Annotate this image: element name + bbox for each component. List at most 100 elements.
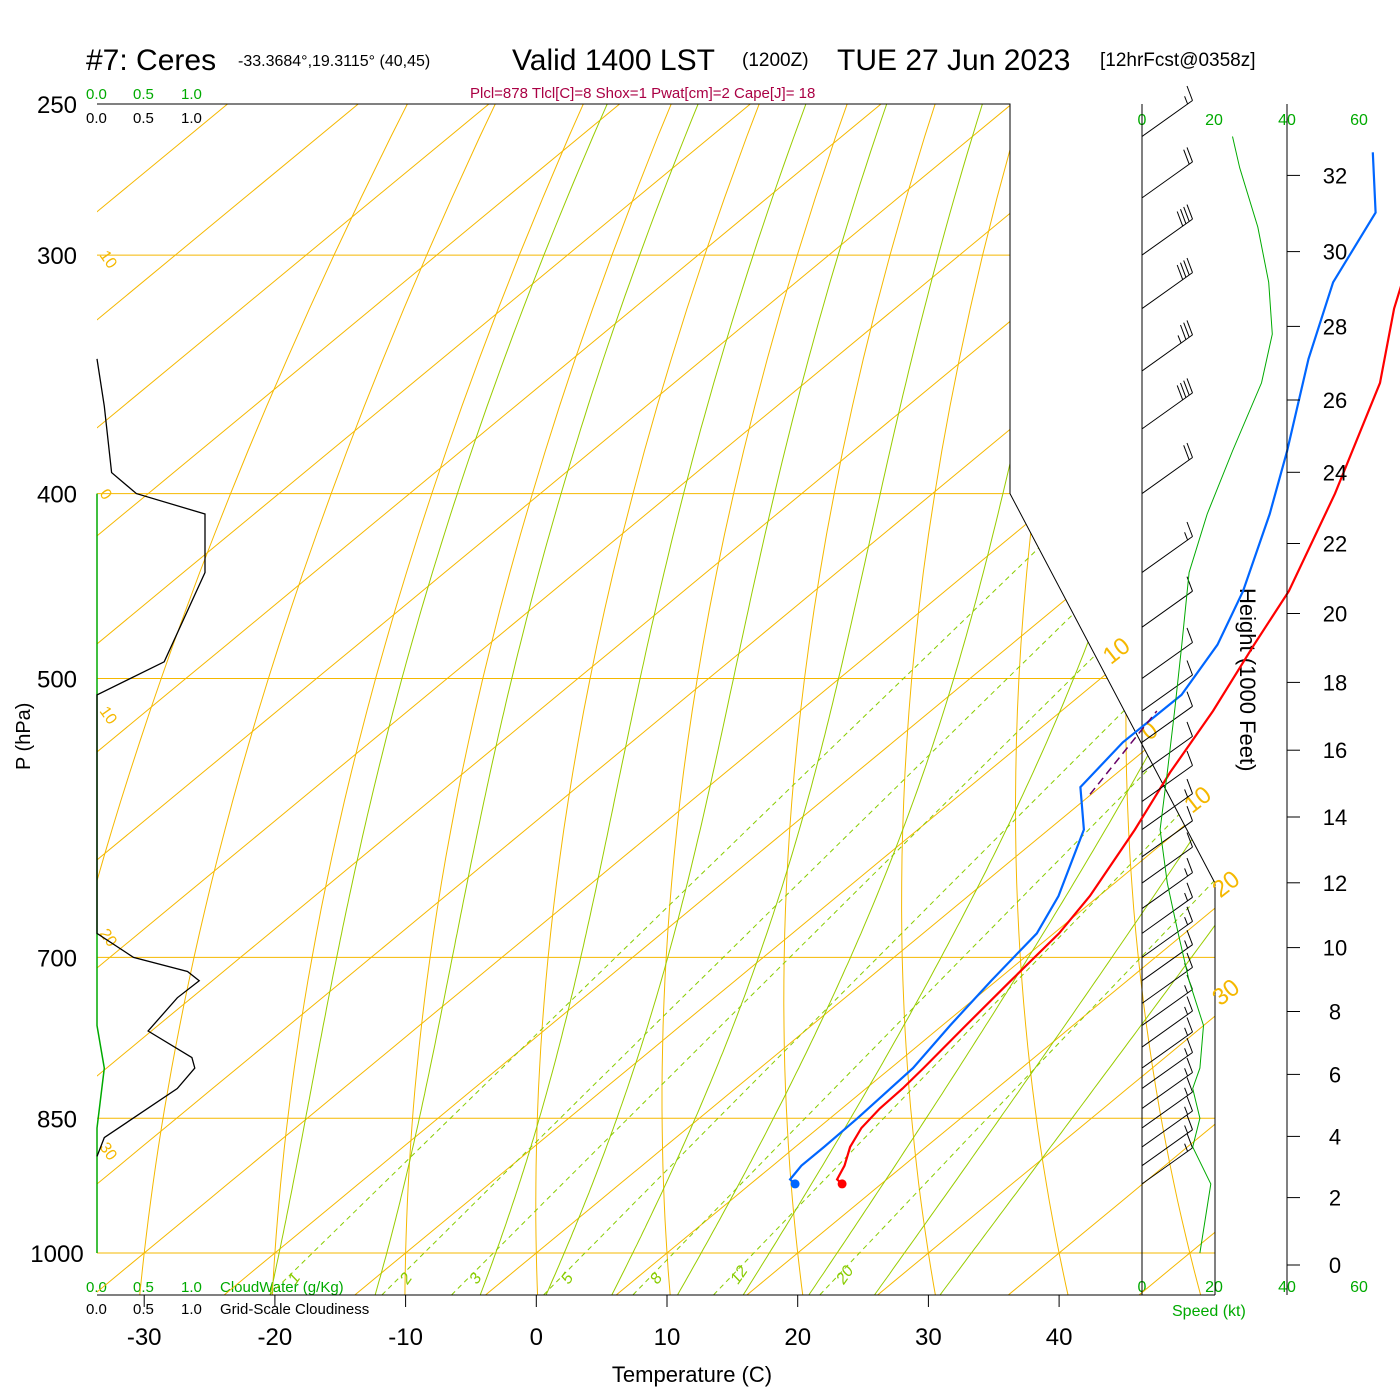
wind-barb-half-flag [1184, 1006, 1189, 1015]
wind-barb [1141, 974, 1193, 1026]
moist-adiabat-line [934, 104, 1215, 1295]
wind-barb [1141, 442, 1193, 495]
isotherm-line [608, 104, 1215, 1295]
dry-adiabat-line [404, 104, 686, 1295]
wind-barb-flag [1186, 806, 1193, 821]
wind-barb-flag [1186, 996, 1193, 1012]
mixing-ratio-label: 5 [558, 1270, 577, 1287]
wind-barb-flag [1186, 1096, 1193, 1112]
height-tick-label: 18 [1323, 670, 1347, 695]
pressure-tick-label: 300 [37, 243, 77, 270]
wind-barb-half-flag [1184, 1106, 1189, 1115]
wind-barb-flag [1183, 380, 1190, 396]
wind-barb-shaft [1141, 1147, 1193, 1185]
wind-barb-flag [1186, 627, 1193, 643]
dry-adiabat-line [901, 104, 1034, 1295]
wind-barb-half-flag [1184, 917, 1189, 925]
wind-barb-flag [1176, 211, 1184, 227]
wind-barb-shaft [1141, 920, 1193, 958]
isotherm-line [1131, 104, 1215, 1295]
dewpoint-profile [788, 152, 1377, 1185]
wind-barb-flag [1186, 832, 1193, 848]
wind-barb-half-flag [1184, 892, 1189, 901]
temperature-tick-label: -10 [388, 1324, 423, 1351]
moist-adiabat-line [738, 104, 1215, 1295]
wind-barb-shaft [1141, 705, 1193, 743]
isotherm-line [738, 104, 1215, 1295]
wind-barb-flag [1183, 445, 1190, 461]
wind-barb-flag [1176, 385, 1184, 401]
wind-barb-flag [1186, 147, 1193, 163]
moist-adiabat-line [673, 104, 1099, 1295]
wind-barb-shaft [1141, 944, 1193, 982]
cloudwater-legend: CloudWater (g/Kg) [220, 1279, 344, 1296]
height-tick-label: 20 [1323, 602, 1347, 627]
wind-barb-flag [1186, 521, 1193, 537]
wind-barb [1141, 1133, 1193, 1185]
wind-barb-shaft [1141, 765, 1193, 802]
wind-barb-shaft [1141, 590, 1193, 628]
wind-barb [1141, 85, 1193, 137]
wind-barb [1141, 930, 1193, 982]
wind-barb [1141, 204, 1193, 256]
isotherm-label: 30 [1207, 974, 1245, 1012]
isotherm-line [477, 104, 1215, 1295]
wind-barb-half-flag [1184, 1048, 1189, 1057]
height-tick-label: 10 [1323, 936, 1347, 961]
wind-barb-shaft [1141, 1010, 1193, 1048]
isotherm-line [97, 104, 1053, 1295]
temperature-tick-label: 10 [654, 1324, 681, 1351]
wind-barb-shaft [1141, 1072, 1193, 1109]
pressure-tick-label: 250 [37, 92, 77, 119]
isotherm-line [97, 104, 1215, 1295]
moist-adiabat-line [608, 104, 983, 1295]
pressure-axis-title: P (hPa) [13, 703, 35, 770]
isotherm-line [97, 104, 792, 1295]
wind-barb-half-flag [1184, 1068, 1189, 1077]
isotherm-label: 10 [1179, 781, 1217, 819]
dry-adiabat-line [138, 104, 512, 1295]
wind-barb-flag [1186, 778, 1193, 794]
mixing-ratio-label: 8 [647, 1270, 666, 1287]
speed-bottom-ticks: 0 20 40 60 [1138, 1279, 1368, 1296]
station-title: #7: Ceres [86, 44, 216, 77]
dry-adiabat-line [271, 104, 599, 1295]
wind-barb [1141, 996, 1193, 1048]
moist-adiabat-line [372, 104, 699, 1295]
speed-top-tick-3: 60 [1350, 112, 1368, 129]
wind-barb [1141, 1057, 1193, 1109]
dry-adiabat-line [535, 104, 773, 1295]
cloudwater-top-tick-1: 0.5 [133, 86, 154, 103]
cloudwater-top-tick-0: 0.0 [86, 86, 107, 103]
wind-barb-shaft [1141, 674, 1193, 712]
temperature-surface-marker [837, 1179, 847, 1189]
wind-barb-shaft [1141, 820, 1193, 858]
wind-barb-flag [1186, 857, 1193, 873]
wind-barb-flag [1186, 952, 1193, 968]
wind-barb [1141, 806, 1193, 858]
dry-adiabat-label: 10 [96, 704, 120, 728]
height-tick-label: 2 [1329, 1186, 1341, 1211]
mixing-ratio-line [626, 493, 1215, 1295]
wind-barb-shaft [1141, 872, 1193, 910]
wind-barb-shaft [1141, 100, 1193, 137]
wind-barb [1141, 147, 1193, 199]
wind-barb-flag [1186, 1114, 1193, 1130]
mixing-ratio-label: 20 [833, 1263, 858, 1288]
isotherm-line [97, 104, 1184, 1295]
moist-adiabats [268, 104, 1215, 1295]
pressure-tick-label: 700 [37, 945, 77, 972]
speed-bottom-tick-1: 20 [1205, 1279, 1223, 1296]
mixing-ratio-label: 2 [396, 1270, 416, 1288]
sounding-profiles [788, 152, 1400, 1189]
wind-barb-shaft [1141, 536, 1193, 573]
height-tick-label: 24 [1323, 460, 1347, 485]
wind-barb [1141, 257, 1193, 310]
wind-barb-flag [1186, 1017, 1193, 1033]
isotherm-line [869, 104, 1215, 1295]
wind-barb-flag [1183, 149, 1190, 165]
cloudiness-top-tick-1: 0.5 [133, 110, 154, 127]
wind-barb [1141, 1077, 1193, 1129]
wind-barb-shaft [1141, 846, 1193, 884]
